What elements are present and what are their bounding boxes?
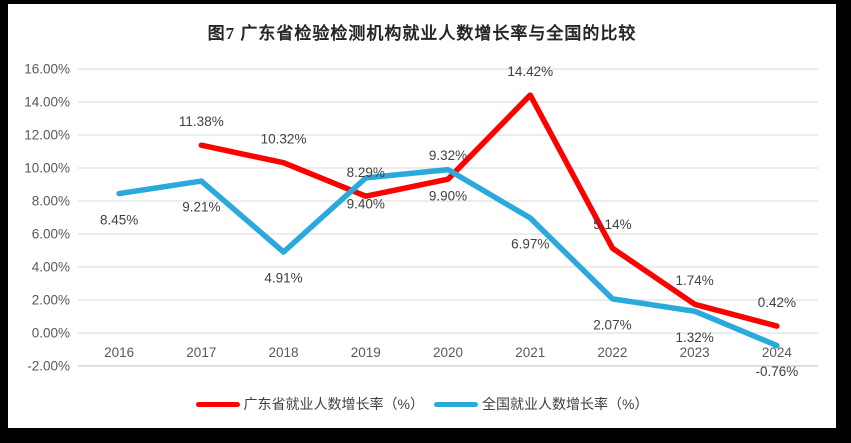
- svg-text:9.40%: 9.40%: [347, 197, 385, 212]
- legend-item-guangdong: 广东省就业人数增长率（%）: [195, 394, 424, 414]
- svg-text:2019: 2019: [351, 345, 381, 360]
- svg-text:12.00%: 12.00%: [24, 128, 70, 143]
- chart-legend: 广东省就业人数增长率（%） 全国就业人数增长率（%）: [8, 394, 836, 414]
- svg-text:2.00%: 2.00%: [32, 293, 70, 308]
- svg-text:14.42%: 14.42%: [507, 64, 553, 79]
- svg-text:-0.76%: -0.76%: [755, 364, 798, 379]
- svg-text:2023: 2023: [680, 345, 710, 360]
- svg-text:2017: 2017: [186, 345, 216, 360]
- svg-text:9.21%: 9.21%: [182, 200, 220, 215]
- svg-text:4.00%: 4.00%: [32, 260, 70, 275]
- svg-text:6.00%: 6.00%: [32, 227, 70, 242]
- svg-text:0.00%: 0.00%: [32, 326, 70, 341]
- svg-text:16.00%: 16.00%: [24, 62, 70, 77]
- svg-text:14.00%: 14.00%: [24, 95, 70, 110]
- svg-text:10.32%: 10.32%: [261, 131, 307, 146]
- svg-text:5.14%: 5.14%: [593, 217, 631, 232]
- svg-text:2021: 2021: [515, 345, 545, 360]
- chart-canvas: 图7 广东省检验检测机构就业人数增长率与全国的比较 16.00% 14.00% 12…: [8, 4, 836, 428]
- legend-item-national: 全国就业人数增长率（%）: [434, 394, 648, 414]
- red-line-swatch-icon: [195, 401, 240, 407]
- chart-title: 图7 广东省检验检测机构就业人数增长率与全国的比较: [207, 24, 637, 43]
- legend-label-guangdong: 广东省就业人数增长率（%）: [243, 396, 424, 412]
- svg-text:2020: 2020: [433, 345, 463, 360]
- svg-text:-2.00%: -2.00%: [27, 359, 70, 374]
- svg-text:2016: 2016: [104, 345, 134, 360]
- line-chart: 16.00% 14.00% 12.00% 10.00% 8.00% 6.00% 4.00% 2…: [24, 62, 818, 379]
- blue-line-swatch-icon: [434, 401, 478, 407]
- legend-label-national: 全国就业人数增长率（%）: [482, 396, 649, 412]
- svg-text:2.07%: 2.07%: [593, 318, 631, 333]
- svg-text:9.90%: 9.90%: [429, 188, 467, 203]
- svg-text:1.32%: 1.32%: [676, 330, 714, 345]
- svg-text:0.42%: 0.42%: [758, 295, 796, 310]
- svg-text:8.29%: 8.29%: [347, 165, 385, 180]
- svg-text:10.00%: 10.00%: [24, 161, 70, 176]
- svg-text:6.97%: 6.97%: [511, 237, 549, 252]
- svg-text:11.38%: 11.38%: [179, 114, 224, 129]
- svg-text:4.91%: 4.91%: [264, 271, 302, 286]
- svg-text:2022: 2022: [597, 345, 627, 360]
- svg-text:1.74%: 1.74%: [676, 273, 714, 288]
- svg-text:9.32%: 9.32%: [429, 148, 467, 163]
- svg-text:8.00%: 8.00%: [32, 194, 70, 209]
- svg-text:2024: 2024: [762, 345, 793, 360]
- svg-text:2018: 2018: [269, 345, 299, 360]
- svg-text:8.45%: 8.45%: [100, 212, 138, 227]
